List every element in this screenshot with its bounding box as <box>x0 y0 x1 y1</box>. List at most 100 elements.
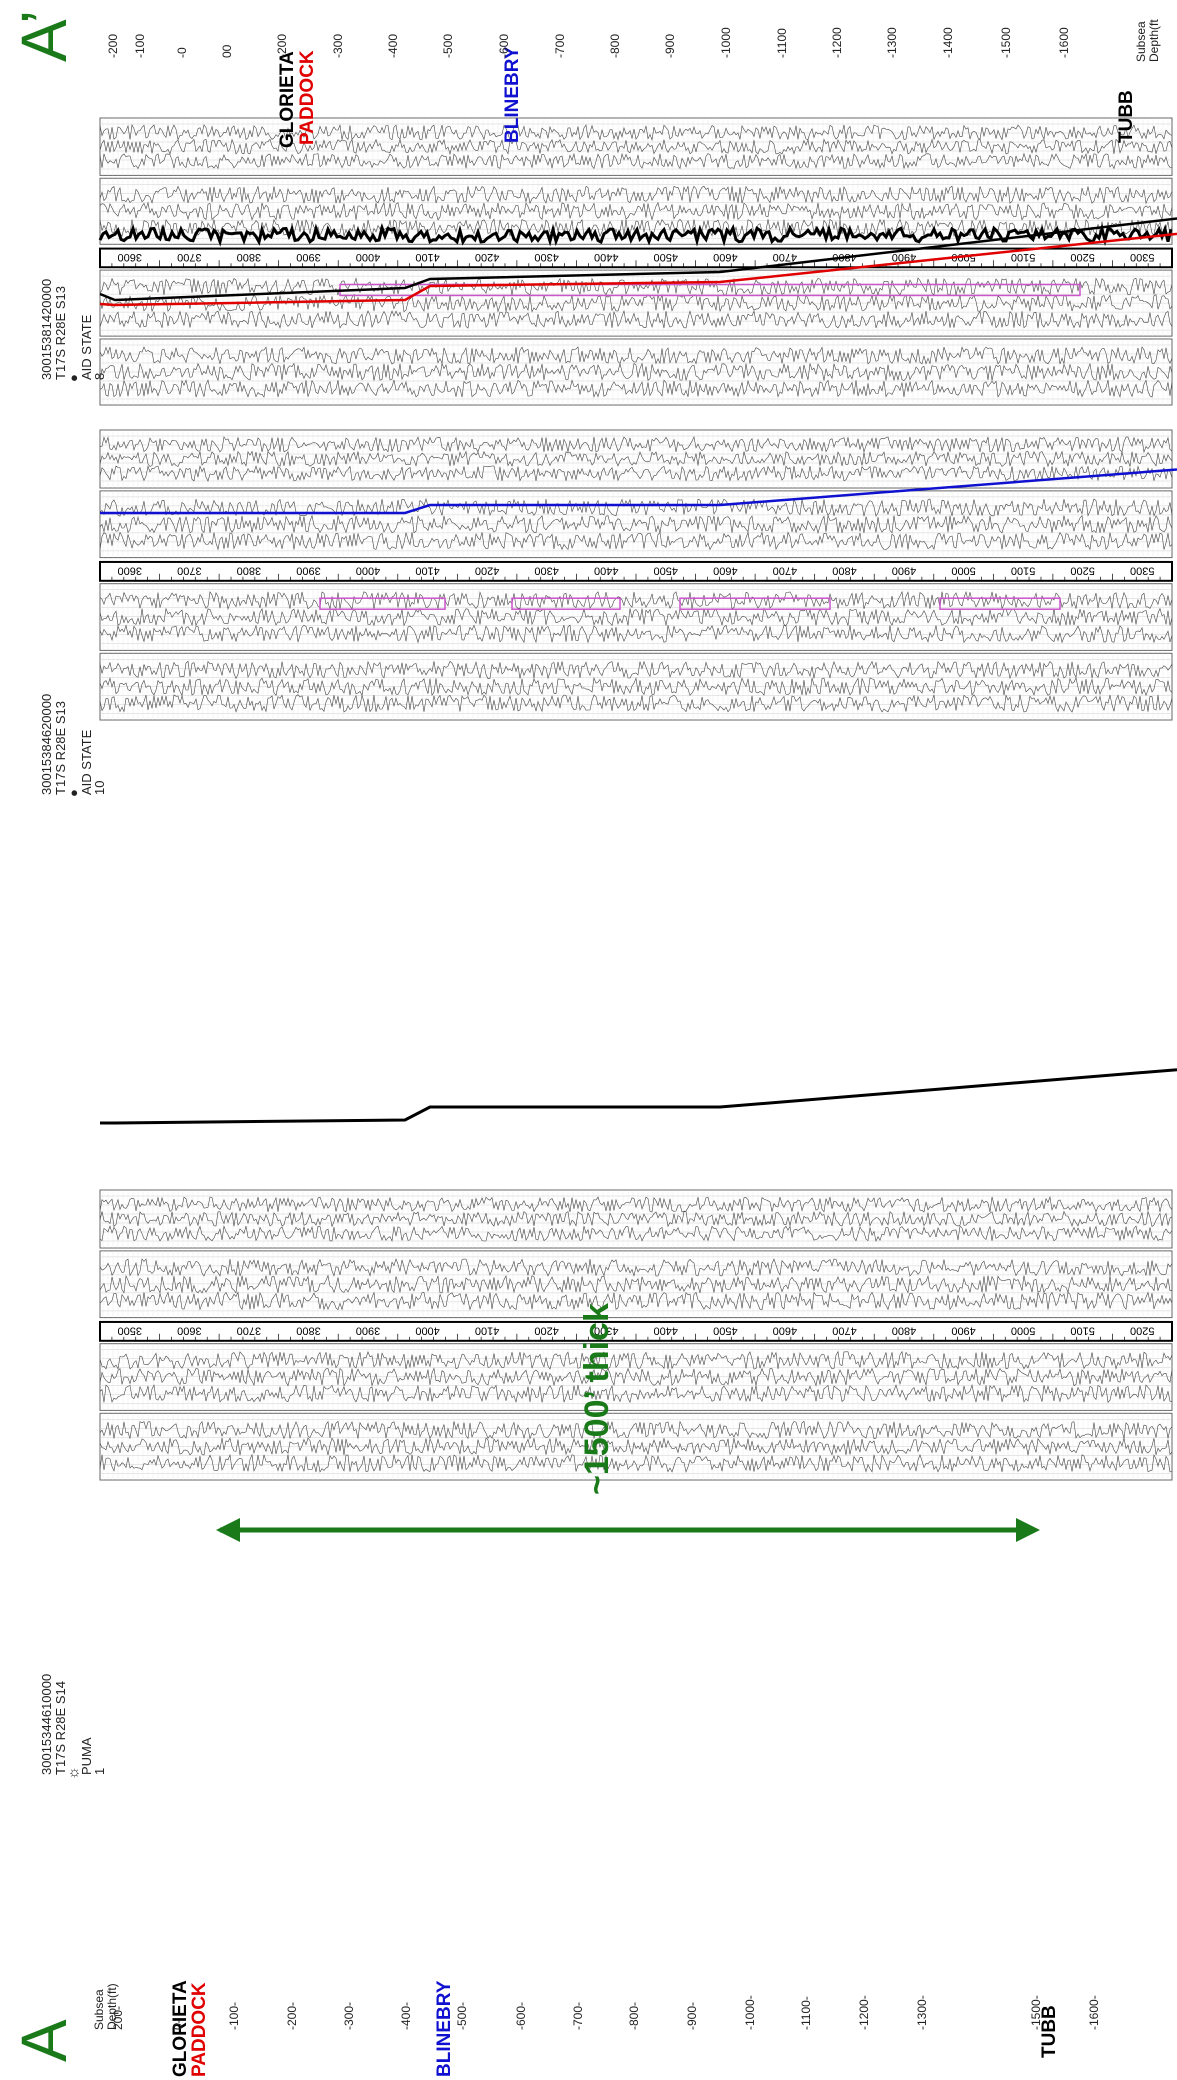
right-axis-tick: -1300 <box>885 27 899 58</box>
thickness-arrow-head-left <box>216 1518 240 1542</box>
well-3-name: AID STATE <box>79 314 94 380</box>
left-axis-tick: -300- <box>342 2001 356 2030</box>
formation-label-glorieta-right: GLORIETA <box>277 51 298 148</box>
depth-tick-label: 3700 <box>177 564 201 576</box>
well-1-number: 1 <box>92 1767 107 1775</box>
depth-tick-label: 4000 <box>356 251 380 263</box>
depth-tick-label: 3800 <box>237 564 261 576</box>
right-axis-tick: -1500 <box>999 27 1013 58</box>
log-curve <box>99 660 1173 680</box>
right-axis-tick: -1000 <box>719 27 733 58</box>
log-curve <box>99 1453 1173 1473</box>
log-curve <box>99 1274 1173 1294</box>
left-axis-tick: -700- <box>571 2001 585 2030</box>
depth-tick-label: 3600 <box>118 564 142 576</box>
right-axis-tick: -200 <box>275 33 289 58</box>
depth-tick-label: 3900 <box>296 251 320 263</box>
depth-tick-label: 4500 <box>654 251 678 263</box>
right-axis-tick: -900 <box>663 33 677 58</box>
depth-tick-label: 4700 <box>832 1324 856 1336</box>
left-axis-tick: -200- <box>285 2001 299 2030</box>
left-axis-tick: -1500- <box>1029 1995 1043 2030</box>
well-2-log-track <box>99 490 1173 559</box>
depth-tick-label: 5200 <box>1130 1324 1154 1336</box>
formation-label-blinebry-right: BLINEBRY <box>502 46 523 143</box>
well-1-api: 30015344610000 <box>39 1673 54 1775</box>
depth-tick-label: 4400 <box>594 251 618 263</box>
depth-tick-label: 4200 <box>475 564 499 576</box>
log-curve <box>99 346 1173 365</box>
formation-label-tubb-right: TUBB <box>1116 90 1137 143</box>
left-axis-tick: -400- <box>399 2001 413 2030</box>
depth-tick-label: 5300 <box>1130 564 1154 576</box>
correlation-line-tubb <box>100 1068 1177 1125</box>
depth-tick-label: 4900 <box>892 251 916 263</box>
depth-tick-label: 5100 <box>1011 564 1035 576</box>
depth-tick-label: 4200 <box>475 251 499 263</box>
depth-tick-label: 4700 <box>773 564 797 576</box>
log-curve <box>99 1258 1173 1277</box>
left-axis-tick: -800- <box>627 2001 641 2030</box>
right-axis-tick: -0 <box>175 47 189 58</box>
formation-label-paddock-left: PADDOCK <box>189 1982 210 2077</box>
depth-tick-label: 4300 <box>534 251 558 263</box>
depth-tick-label: 5100 <box>1070 1324 1094 1336</box>
log-curve <box>99 676 1173 697</box>
section-label-right: A’ <box>8 9 80 62</box>
well-1-location: T17S R28E S14 <box>53 1681 68 1775</box>
log-curve <box>99 379 1173 399</box>
left-axis-tick: -1000- <box>743 1995 757 2030</box>
depth-tick-label: 4100 <box>475 1324 499 1336</box>
depth-tick-label: 3800 <box>237 251 261 263</box>
depth-tick-label: 5200 <box>1070 564 1094 576</box>
log-curve <box>99 309 1173 330</box>
perforation-interval <box>511 597 621 610</box>
left-axis-tick: -1100- <box>799 1996 813 2030</box>
depth-tick-label: 4600 <box>773 1324 797 1336</box>
right-axis-tick: -1200 <box>830 27 844 58</box>
well-2-api: 30015384620000 <box>39 693 54 795</box>
right-axis-tick: -300 <box>331 33 345 58</box>
log-curve <box>99 1384 1173 1404</box>
thickness-annotation: ~1500’ thick <box>578 1303 616 1495</box>
correlation-line-glorieta <box>99 217 1177 302</box>
correlation-line-blinebry <box>100 468 1177 515</box>
well-2-location: T17S R28E S13 <box>53 701 68 795</box>
depth-tick-label: 5000 <box>951 564 975 576</box>
right-axis-title-line1: Subsea <box>1134 21 1148 62</box>
log-curve <box>99 185 1173 205</box>
perforation-interval <box>939 597 1061 610</box>
depth-tick-label: 4900 <box>892 564 916 576</box>
well-3-location: T17S R28E S13 <box>53 286 68 380</box>
depth-tick-label: 4100 <box>415 251 439 263</box>
right-axis-tick: -800 <box>608 33 622 58</box>
depth-tick-label: 4300 <box>534 564 558 576</box>
perforation-interval <box>319 597 446 610</box>
depth-tick-label: 3700 <box>237 1324 261 1336</box>
log-curve <box>99 293 1173 313</box>
well-2-number: 10 <box>92 780 107 795</box>
left-axis-tick: 200- <box>111 2005 125 2030</box>
formation-label-blinebry-left: BLINEBRY <box>434 1980 455 2077</box>
right-axis-tick: -600 <box>497 33 511 58</box>
right-axis-tick: -100 <box>133 33 147 58</box>
log-curve <box>99 1350 1173 1370</box>
log-curve <box>99 138 1173 156</box>
right-axis-tick: -1100 <box>775 28 789 58</box>
well-3-number: 8 <box>92 372 107 380</box>
depth-tick-label: 5300 <box>1130 251 1154 263</box>
depth-tick-label: 4400 <box>654 1324 678 1336</box>
depth-tick-label: 4100 <box>415 564 439 576</box>
log-curve <box>99 531 1173 551</box>
left-axis-tick: 0- <box>171 2019 185 2030</box>
right-axis-tick: -1600 <box>1057 27 1071 58</box>
well-3-api: 30015381420000 <box>39 278 54 380</box>
left-axis-tick: -600- <box>514 2001 528 2030</box>
depth-tick-label: 5200 <box>1070 251 1094 263</box>
right-axis-tick: -500 <box>441 33 455 58</box>
depth-tick-label: 3800 <box>296 1324 320 1336</box>
log-curve <box>99 694 1173 713</box>
depth-tick-label: 4300 <box>594 1324 618 1336</box>
left-axis-tick: -500- <box>455 2001 469 2030</box>
